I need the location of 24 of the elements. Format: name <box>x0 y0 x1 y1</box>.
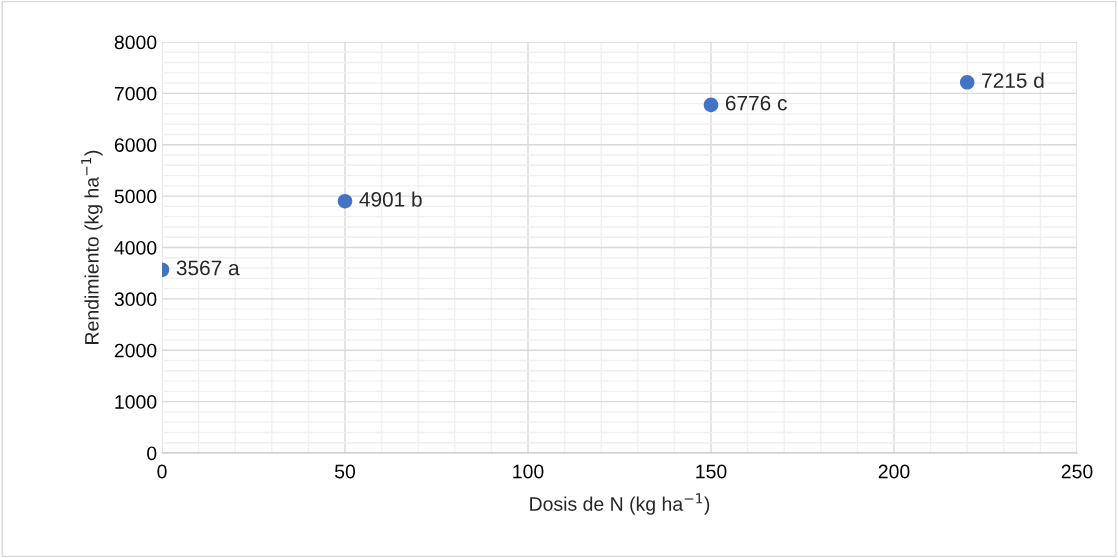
x-tick-label: 250 <box>1061 464 1093 479</box>
data-label: 3567 a <box>176 260 240 276</box>
y-tick-label: 8000 <box>114 35 157 50</box>
y-tick-label: 3000 <box>114 292 157 307</box>
x-tick-label: 150 <box>696 464 727 479</box>
point <box>337 193 353 209</box>
y-tick-label: 0 <box>147 446 157 461</box>
x-tick-label: 200 <box>878 464 910 479</box>
y-tick-label: 4000 <box>114 240 157 255</box>
y-axis-title: Rendimiento (kg ha$^{−1}$) <box>81 150 103 344</box>
y-tick-label: 1000 <box>115 395 157 409</box>
data-label: 7215 d <box>982 72 1044 88</box>
y-tick-label: 7000 <box>114 86 157 101</box>
data-label: 4901 b <box>359 191 422 207</box>
point <box>959 75 975 90</box>
x-axis-title: Dosis de N (kg ha$^{−1}$) <box>530 493 710 515</box>
x-tick-label: 0 <box>157 464 167 479</box>
y-tick-label: 5000 <box>114 189 157 204</box>
x-tick-label: 50 <box>334 464 356 479</box>
y-tick-label: 6000 <box>114 138 157 152</box>
data-label: 6776 c <box>725 95 787 111</box>
x-tick-label: 100 <box>513 464 544 479</box>
y-tick-label: 2000 <box>114 343 157 358</box>
point <box>703 97 719 113</box>
